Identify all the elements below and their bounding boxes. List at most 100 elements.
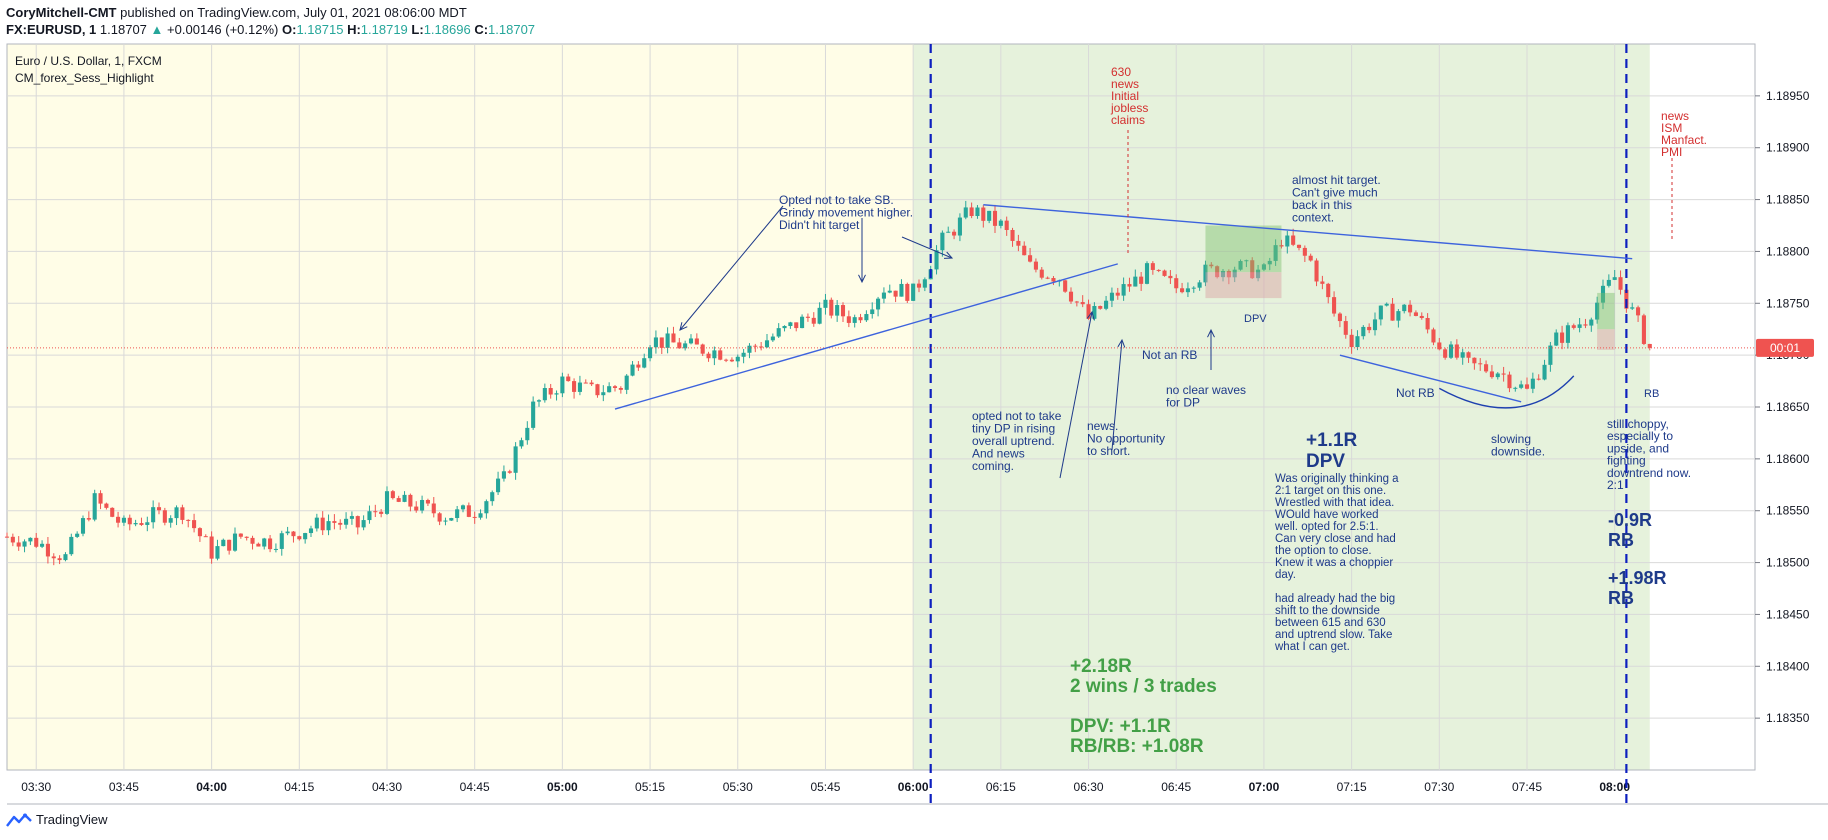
candle-up (899, 283, 904, 297)
candle-up (1244, 260, 1249, 262)
candle-up (420, 499, 425, 511)
candle-up (1448, 344, 1454, 358)
low-label: L: (411, 22, 424, 37)
candle-down (396, 498, 401, 502)
last-price: 1.18707 (99, 22, 147, 37)
candle-up (92, 493, 97, 520)
candle-down (209, 536, 214, 559)
candle-down (1349, 334, 1354, 348)
trendline (614, 263, 1118, 410)
candle-up (1554, 332, 1559, 346)
x-tick-label: 07:15 (1337, 780, 1367, 794)
x-tick-label: 07:00 (1249, 780, 1280, 794)
note-rb-win-label: RB (1608, 588, 1634, 608)
candle-up (1273, 245, 1278, 261)
note-rb-win: +1.98R (1608, 568, 1667, 588)
candle-up (501, 471, 506, 479)
candle-down (1168, 275, 1173, 279)
candle-up (402, 494, 407, 502)
candle-down (893, 290, 898, 297)
candle-down (618, 387, 623, 390)
note-dpv-explanation-line: shift to the downside (1275, 605, 1380, 617)
low-value: 1.18696 (423, 22, 471, 37)
close-value: 1.18707 (488, 22, 536, 37)
y-tick-label: 1.18750 (1766, 296, 1810, 310)
candle-up (478, 513, 483, 518)
candle-down (268, 538, 273, 550)
candle-down (1068, 291, 1074, 302)
candle-down (1507, 374, 1512, 389)
note-news-no-opportunity-line: to short. (1087, 444, 1130, 458)
tradingview-logo-icon[interactable] (6, 813, 32, 827)
up-arrow-icon: ▲ (150, 22, 164, 37)
note-still-choppy-line: especially to (1607, 429, 1673, 443)
candle-down (1571, 325, 1576, 328)
candle-up (285, 531, 290, 534)
footer-brand[interactable]: TradingView (36, 812, 108, 827)
candle-down (116, 516, 121, 523)
candle-down (1437, 342, 1442, 350)
y-tick-label: 1.18850 (1766, 193, 1810, 207)
candle-down (10, 536, 15, 543)
y-tick-label: 1.18900 (1766, 141, 1810, 155)
note-opted-tiny-dp-line: opted not to take (972, 409, 1062, 423)
note-not-rb: Not RB (1396, 386, 1435, 400)
note-dpv-explanation-line: Knew it was a choppier (1275, 557, 1393, 569)
close-label: C: (474, 22, 489, 37)
candle-down (297, 536, 302, 540)
note-dpv-explanation-line: Can very close and had (1275, 533, 1396, 545)
note-still-choppy-line: downtrend now. (1607, 466, 1691, 480)
candle-up (1402, 304, 1407, 312)
candle-up (1267, 260, 1272, 265)
x-tick-label: 03:45 (109, 780, 139, 794)
candle-down (1080, 302, 1085, 305)
note-rb-loss: -0.9R (1608, 510, 1652, 530)
publisher-name[interactable]: CoryMitchell-CMT (6, 5, 117, 20)
note-no-clear-waves-line: no clear waves (1166, 383, 1246, 397)
candle-down (805, 316, 810, 318)
candle-down (636, 364, 641, 368)
rb-stop-box (1597, 329, 1615, 350)
candle-down (139, 523, 144, 525)
candle-up (1606, 279, 1611, 286)
candle-up (607, 386, 612, 393)
candle-up (1565, 325, 1570, 343)
candle-down (548, 388, 553, 395)
candle-up (770, 336, 775, 341)
note-dpv-explanation-line: WOuld have worked (1275, 509, 1379, 521)
note-news-630-line: claims (1111, 113, 1145, 127)
note-news-ism-line: Manfact. (1661, 133, 1707, 147)
candle-down (1139, 276, 1144, 284)
note-dpv-explanation-line: 2:1 target on this one. (1275, 485, 1386, 497)
candle-down (829, 299, 834, 316)
candle-down (1641, 315, 1646, 344)
note-dpv-explanation-line: Wrestled with that idea. (1275, 497, 1394, 509)
note-news-630-line: Initial (1111, 89, 1139, 103)
note-not-an-rb: Not an RB (1142, 348, 1197, 362)
price-chart[interactable]: 1.18350 1.18400 1.18450 1.18500 1.18550 1.186… (0, 0, 1828, 812)
candle-up (601, 392, 606, 396)
candle-up (998, 220, 1003, 226)
candle-down (408, 494, 413, 507)
candle-up (531, 401, 536, 428)
candle-down (729, 359, 734, 362)
candle-up (1238, 261, 1243, 270)
candle-down (16, 542, 21, 547)
candle-down (1443, 349, 1448, 358)
candle-up (1191, 287, 1196, 289)
candle-up (215, 546, 220, 559)
candle-up (1361, 326, 1366, 337)
candle-up (460, 505, 466, 510)
candle-up (1197, 282, 1202, 288)
candle-down (952, 231, 957, 236)
y-tick-label: 1.18450 (1766, 607, 1810, 621)
y-tick-label: 1.18550 (1766, 504, 1810, 518)
candle-down (724, 359, 729, 361)
note-summary-line: +2.18R (1070, 656, 1132, 677)
candle-down (1291, 235, 1296, 245)
candle-down (1209, 264, 1214, 267)
candle-up (513, 446, 518, 473)
candle-up (273, 548, 278, 550)
candle-up (747, 345, 752, 353)
x-tick-label: 07:30 (1424, 780, 1454, 794)
